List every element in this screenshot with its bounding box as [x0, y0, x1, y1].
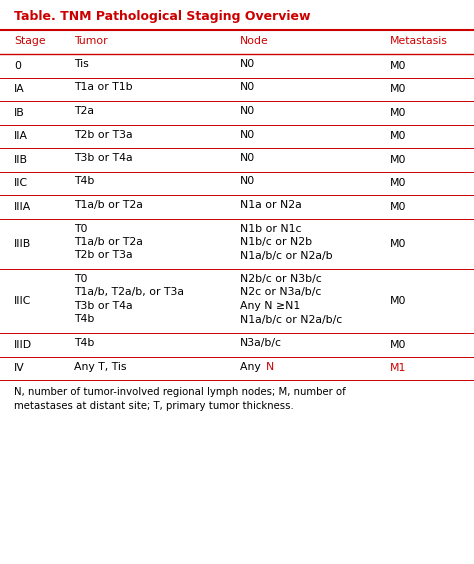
Text: N0: N0: [240, 106, 255, 116]
Text: M0: M0: [390, 61, 407, 70]
Text: T2a: T2a: [74, 106, 94, 116]
Text: M0: M0: [390, 202, 407, 212]
Text: Stage: Stage: [14, 36, 46, 46]
Text: T3b or T4a: T3b or T4a: [74, 301, 133, 311]
Text: Table. TNM Pathological Staging Overview: Table. TNM Pathological Staging Overview: [14, 10, 310, 23]
Text: IIC: IIC: [14, 178, 28, 188]
Text: N1a/b/c or N2a/b: N1a/b/c or N2a/b: [240, 250, 333, 261]
Text: IA: IA: [14, 84, 25, 94]
Text: T3b or T4a: T3b or T4a: [74, 153, 133, 163]
Text: IIIB: IIIB: [14, 239, 31, 249]
Text: Node: Node: [240, 36, 269, 46]
Text: N, number of tumor-involved regional lymph nodes; M, number of
metastases at dis: N, number of tumor-involved regional lym…: [14, 387, 346, 411]
Text: N0: N0: [240, 153, 255, 163]
Text: T2b or T3a: T2b or T3a: [74, 250, 133, 261]
Text: T4b: T4b: [74, 338, 94, 348]
Text: N1b or N1c: N1b or N1c: [240, 223, 301, 233]
Text: Any T, Tis: Any T, Tis: [74, 362, 127, 372]
Text: Any N ≥N1: Any N ≥N1: [240, 301, 300, 311]
Text: N0: N0: [240, 82, 255, 92]
Text: M0: M0: [390, 84, 407, 94]
Text: M0: M0: [390, 108, 407, 118]
Text: Tumor: Tumor: [74, 36, 108, 46]
Text: T1a or T1b: T1a or T1b: [74, 82, 133, 92]
Text: IV: IV: [14, 363, 25, 373]
Text: M0: M0: [390, 296, 407, 306]
Text: IIIA: IIIA: [14, 202, 31, 212]
Text: IIB: IIB: [14, 155, 28, 165]
Text: N1a or N2a: N1a or N2a: [240, 200, 302, 210]
Text: N0: N0: [240, 177, 255, 187]
Text: M0: M0: [390, 239, 407, 249]
Text: N2c or N3a/b/c: N2c or N3a/b/c: [240, 288, 321, 297]
Text: N2b/c or N3b/c: N2b/c or N3b/c: [240, 274, 322, 284]
Text: N0: N0: [240, 130, 255, 139]
Text: IIID: IIID: [14, 340, 32, 350]
Text: T1a/b or T2a: T1a/b or T2a: [74, 237, 143, 247]
Text: IIIC: IIIC: [14, 296, 31, 306]
Text: 0: 0: [14, 61, 21, 70]
Text: T0: T0: [74, 223, 88, 233]
Text: Tis: Tis: [74, 59, 89, 69]
Text: N0: N0: [240, 59, 255, 69]
Text: M0: M0: [390, 131, 407, 141]
Text: N: N: [266, 362, 274, 372]
Text: T1a/b or T2a: T1a/b or T2a: [74, 200, 143, 210]
Text: N1a/b/c or N2a/b/c: N1a/b/c or N2a/b/c: [240, 315, 342, 324]
Text: M0: M0: [390, 340, 407, 350]
Text: T2b or T3a: T2b or T3a: [74, 130, 133, 139]
Text: T4b: T4b: [74, 315, 94, 324]
Text: IIA: IIA: [14, 131, 28, 141]
Text: T0: T0: [74, 274, 88, 284]
Text: T4b: T4b: [74, 177, 94, 187]
Text: M0: M0: [390, 178, 407, 188]
Text: Any: Any: [240, 362, 264, 372]
Text: M1: M1: [390, 363, 406, 373]
Text: IB: IB: [14, 108, 25, 118]
Text: T1a/b, T2a/b, or T3a: T1a/b, T2a/b, or T3a: [74, 288, 184, 297]
Text: Metastasis: Metastasis: [390, 36, 448, 46]
Text: N1b/c or N2b: N1b/c or N2b: [240, 237, 312, 247]
Text: N3a/b/c: N3a/b/c: [240, 338, 282, 348]
Text: M0: M0: [390, 155, 407, 165]
